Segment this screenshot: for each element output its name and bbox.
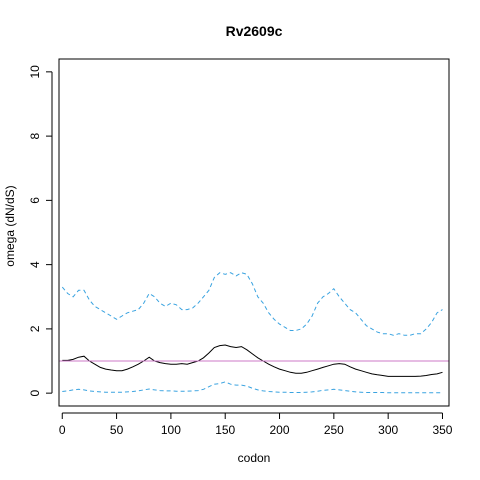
- axes-layer: 0 50 100 150 200 250 300 350 0 2 4 6 8 10: [28, 65, 453, 437]
- y-tick-label: 4: [28, 261, 42, 268]
- plot-frame: [59, 59, 449, 406]
- x-tick-label: 350: [432, 423, 452, 437]
- y-tick-label: 2: [28, 325, 42, 332]
- series-line-3: [62, 382, 442, 393]
- x-axis-label: codon: [238, 451, 271, 465]
- y-tick-label: 10: [28, 65, 42, 79]
- series-layer: [62, 273, 442, 393]
- series-line-2: [62, 273, 442, 336]
- y-tick-label: 0: [28, 389, 42, 396]
- x-tick-label: 50: [110, 423, 124, 437]
- x-tick-label: 0: [59, 423, 66, 437]
- x-tick-label: 300: [378, 423, 398, 437]
- y-tick-label: 8: [28, 132, 42, 139]
- y-axis-label: omega (dN/dS): [3, 185, 17, 266]
- x-tick-label: 200: [270, 423, 290, 437]
- x-tick-label: 250: [324, 423, 344, 437]
- y-tick-label: 6: [28, 197, 42, 204]
- chart-title: Rv2609c: [226, 23, 283, 39]
- x-tick-label: 150: [215, 423, 235, 437]
- x-tick-label: 100: [161, 423, 181, 437]
